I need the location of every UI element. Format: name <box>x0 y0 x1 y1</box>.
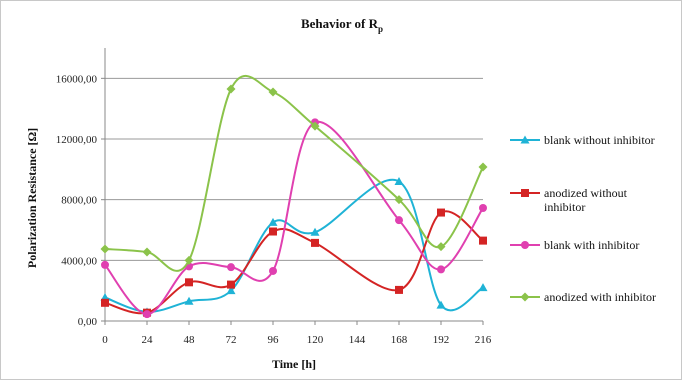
x-tick-label: 168 <box>391 334 408 346</box>
x-tick-label: 24 <box>142 334 154 346</box>
y-tick-label: 8000,00 <box>61 195 97 207</box>
data-point-anodized-with-inhibitor <box>100 244 110 254</box>
data-point-blank-with-inhibitor <box>479 204 487 213</box>
data-point-blank-with-inhibitor <box>437 265 445 274</box>
data-point-blank-without-inhibitor <box>310 227 320 236</box>
data-point-anodized-with-inhibitor <box>142 247 152 257</box>
data-point-blank-with-inhibitor <box>227 263 235 272</box>
data-point-anodized-with-inhibitor <box>478 162 488 172</box>
series-line-blank-with-inhibitor <box>104 120 484 316</box>
data-point-anodized-without-inhibitor <box>479 236 487 245</box>
data-point-anodized-without-inhibitor <box>227 280 235 289</box>
legend-marker-blank-with-inhibitor <box>521 241 529 249</box>
x-tick-label: 192 <box>433 334 450 346</box>
data-point-anodized-with-inhibitor <box>310 121 320 131</box>
data-point-blank-with-inhibitor <box>101 260 109 269</box>
data-point-blank-without-inhibitor <box>436 300 446 309</box>
y-tick-label: 0,00 <box>78 316 98 328</box>
x-tick-label: 72 <box>226 334 237 346</box>
data-point-blank-without-inhibitor <box>184 296 194 305</box>
data-point-anodized-with-inhibitor <box>394 195 404 205</box>
data-point-blank-without-inhibitor <box>394 176 404 185</box>
chart-title: Behavior of Rp <box>301 16 383 34</box>
y-axis-label: Polarization Resistance [Ω] <box>25 128 39 268</box>
data-point-anodized-with-inhibitor <box>436 242 446 252</box>
data-point-blank-without-inhibitor <box>268 217 278 226</box>
x-tick-label: 216 <box>475 334 492 346</box>
legend-label-blank-without-inhibitor: blank without inhibitor <box>544 133 655 147</box>
x-tick-label: 96 <box>268 334 280 346</box>
data-point-anodized-with-inhibitor <box>268 87 278 97</box>
data-point-blank-without-inhibitor <box>478 283 488 292</box>
data-point-anodized-without-inhibitor <box>101 298 109 307</box>
legend-marker-anodized-with-inhibitor <box>520 292 530 302</box>
legend-marker-anodized-without-inhibitor <box>521 189 529 197</box>
data-point-anodized-with-inhibitor <box>226 84 236 94</box>
x-tick-label: 120 <box>307 334 324 346</box>
legend-label-blank-with-inhibitor: blank with inhibitor <box>544 238 639 252</box>
data-point-anodized-without-inhibitor <box>437 208 445 217</box>
x-tick-label: 144 <box>349 334 366 346</box>
data-point-anodized-without-inhibitor <box>395 285 403 294</box>
data-point-anodized-with-inhibitor <box>184 255 194 265</box>
series-line-blank-without-inhibitor <box>104 178 484 313</box>
series-line-anodized-without-inhibitor <box>104 210 484 315</box>
data-point-blank-with-inhibitor <box>143 310 151 319</box>
legend-label-anodized-with-inhibitor: anodized with inhibitor <box>544 290 656 304</box>
data-point-anodized-without-inhibitor <box>185 278 193 287</box>
x-tick-label: 48 <box>184 334 196 346</box>
y-tick-label: 16000,00 <box>56 73 98 85</box>
data-point-anodized-without-inhibitor <box>269 227 277 236</box>
data-point-anodized-without-inhibitor <box>311 238 319 247</box>
legend-marker-blank-without-inhibitor <box>520 135 530 144</box>
y-tick-label: 4000,00 <box>61 255 97 267</box>
legend-label-anodized-without-inhibitor: anodized without inhibitor <box>544 186 628 214</box>
x-axis-label: Time [h] <box>272 357 316 371</box>
data-point-blank-without-inhibitor <box>226 286 236 295</box>
y-tick-label: 12000,00 <box>56 134 98 146</box>
chart-title-subscript: p <box>378 24 383 34</box>
data-point-blank-with-inhibitor <box>395 216 403 225</box>
x-tick-label: 0 <box>102 334 108 346</box>
data-point-blank-with-inhibitor <box>269 266 277 275</box>
